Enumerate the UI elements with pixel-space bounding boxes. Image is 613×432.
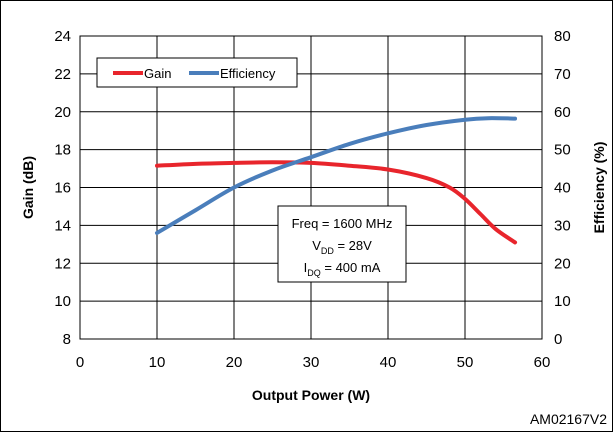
y-tick-label: 12 (54, 255, 71, 272)
y-tick-label: 18 (54, 142, 71, 159)
series-line-gain (155, 160, 518, 245)
legend-label-efficiency: Efficiency (220, 66, 276, 81)
x-tick-label: 40 (380, 354, 397, 371)
y2-tick-label: 10 (554, 293, 571, 310)
y2-tick-label: 80 (554, 28, 571, 45)
vdd-subscript: DD (321, 246, 334, 256)
idq-symbol: I (304, 260, 308, 275)
annotation-idq: IDQ = 400 mA (304, 260, 381, 278)
y-tick-label: 24 (54, 28, 71, 45)
y2-tick-label: 30 (554, 217, 571, 234)
y-tick-label: 16 (54, 180, 71, 197)
x-tick-label: 30 (303, 354, 320, 371)
plot-area (79, 35, 543, 340)
right-axis-ticks: 0 10 20 30 40 50 60 70 80 (554, 28, 571, 348)
right-axis-title: Efficiency (%) (591, 142, 607, 234)
y2-tick-label: 60 (554, 104, 571, 121)
series-layer (155, 116, 518, 245)
left-axis-title: Gain (dB) (20, 156, 36, 219)
annotation-box (277, 205, 407, 283)
y-tick-label: 22 (54, 66, 71, 83)
y-tick-label: 20 (54, 104, 71, 121)
legend: Gain Efficiency (96, 57, 298, 88)
left-axis-ticks: 8 10 12 14 16 18 20 22 24 (54, 28, 71, 348)
idq-subscript: DQ (307, 268, 321, 278)
legend-label-gain: Gain (144, 66, 171, 81)
idq-value: = 400 mA (321, 260, 381, 275)
conditions-annotation: Freq = 1600 MHz VDD = 28V IDQ = 400 mA (277, 205, 407, 283)
y2-tick-label: 0 (554, 331, 562, 348)
y2-tick-label: 20 (554, 255, 571, 272)
x-tick-label: 50 (457, 354, 474, 371)
annotation-vdd: VDD = 28V (312, 238, 372, 256)
y-tick-label: 10 (54, 293, 71, 310)
x-tick-label: 10 (149, 354, 166, 371)
figure-code: AM02167V2 (530, 411, 607, 427)
x-tick-label: 60 (534, 354, 551, 371)
vdd-symbol: V (312, 238, 321, 253)
x-axis-ticks: 0 10 20 30 40 50 60 (76, 354, 551, 371)
annotation-frequency: Freq = 1600 MHz (292, 216, 393, 231)
x-tick-label: 20 (226, 354, 243, 371)
y-tick-label: 8 (63, 331, 71, 348)
y-tick-label: 14 (54, 217, 71, 234)
series-line-efficiency (155, 116, 518, 235)
vdd-value: = 28V (334, 238, 372, 253)
x-axis-title: Output Power (W) (252, 387, 370, 403)
y2-tick-label: 40 (554, 180, 571, 197)
x-tick-label: 0 (76, 354, 84, 371)
y2-tick-label: 50 (554, 142, 571, 159)
y2-tick-label: 70 (554, 66, 571, 83)
